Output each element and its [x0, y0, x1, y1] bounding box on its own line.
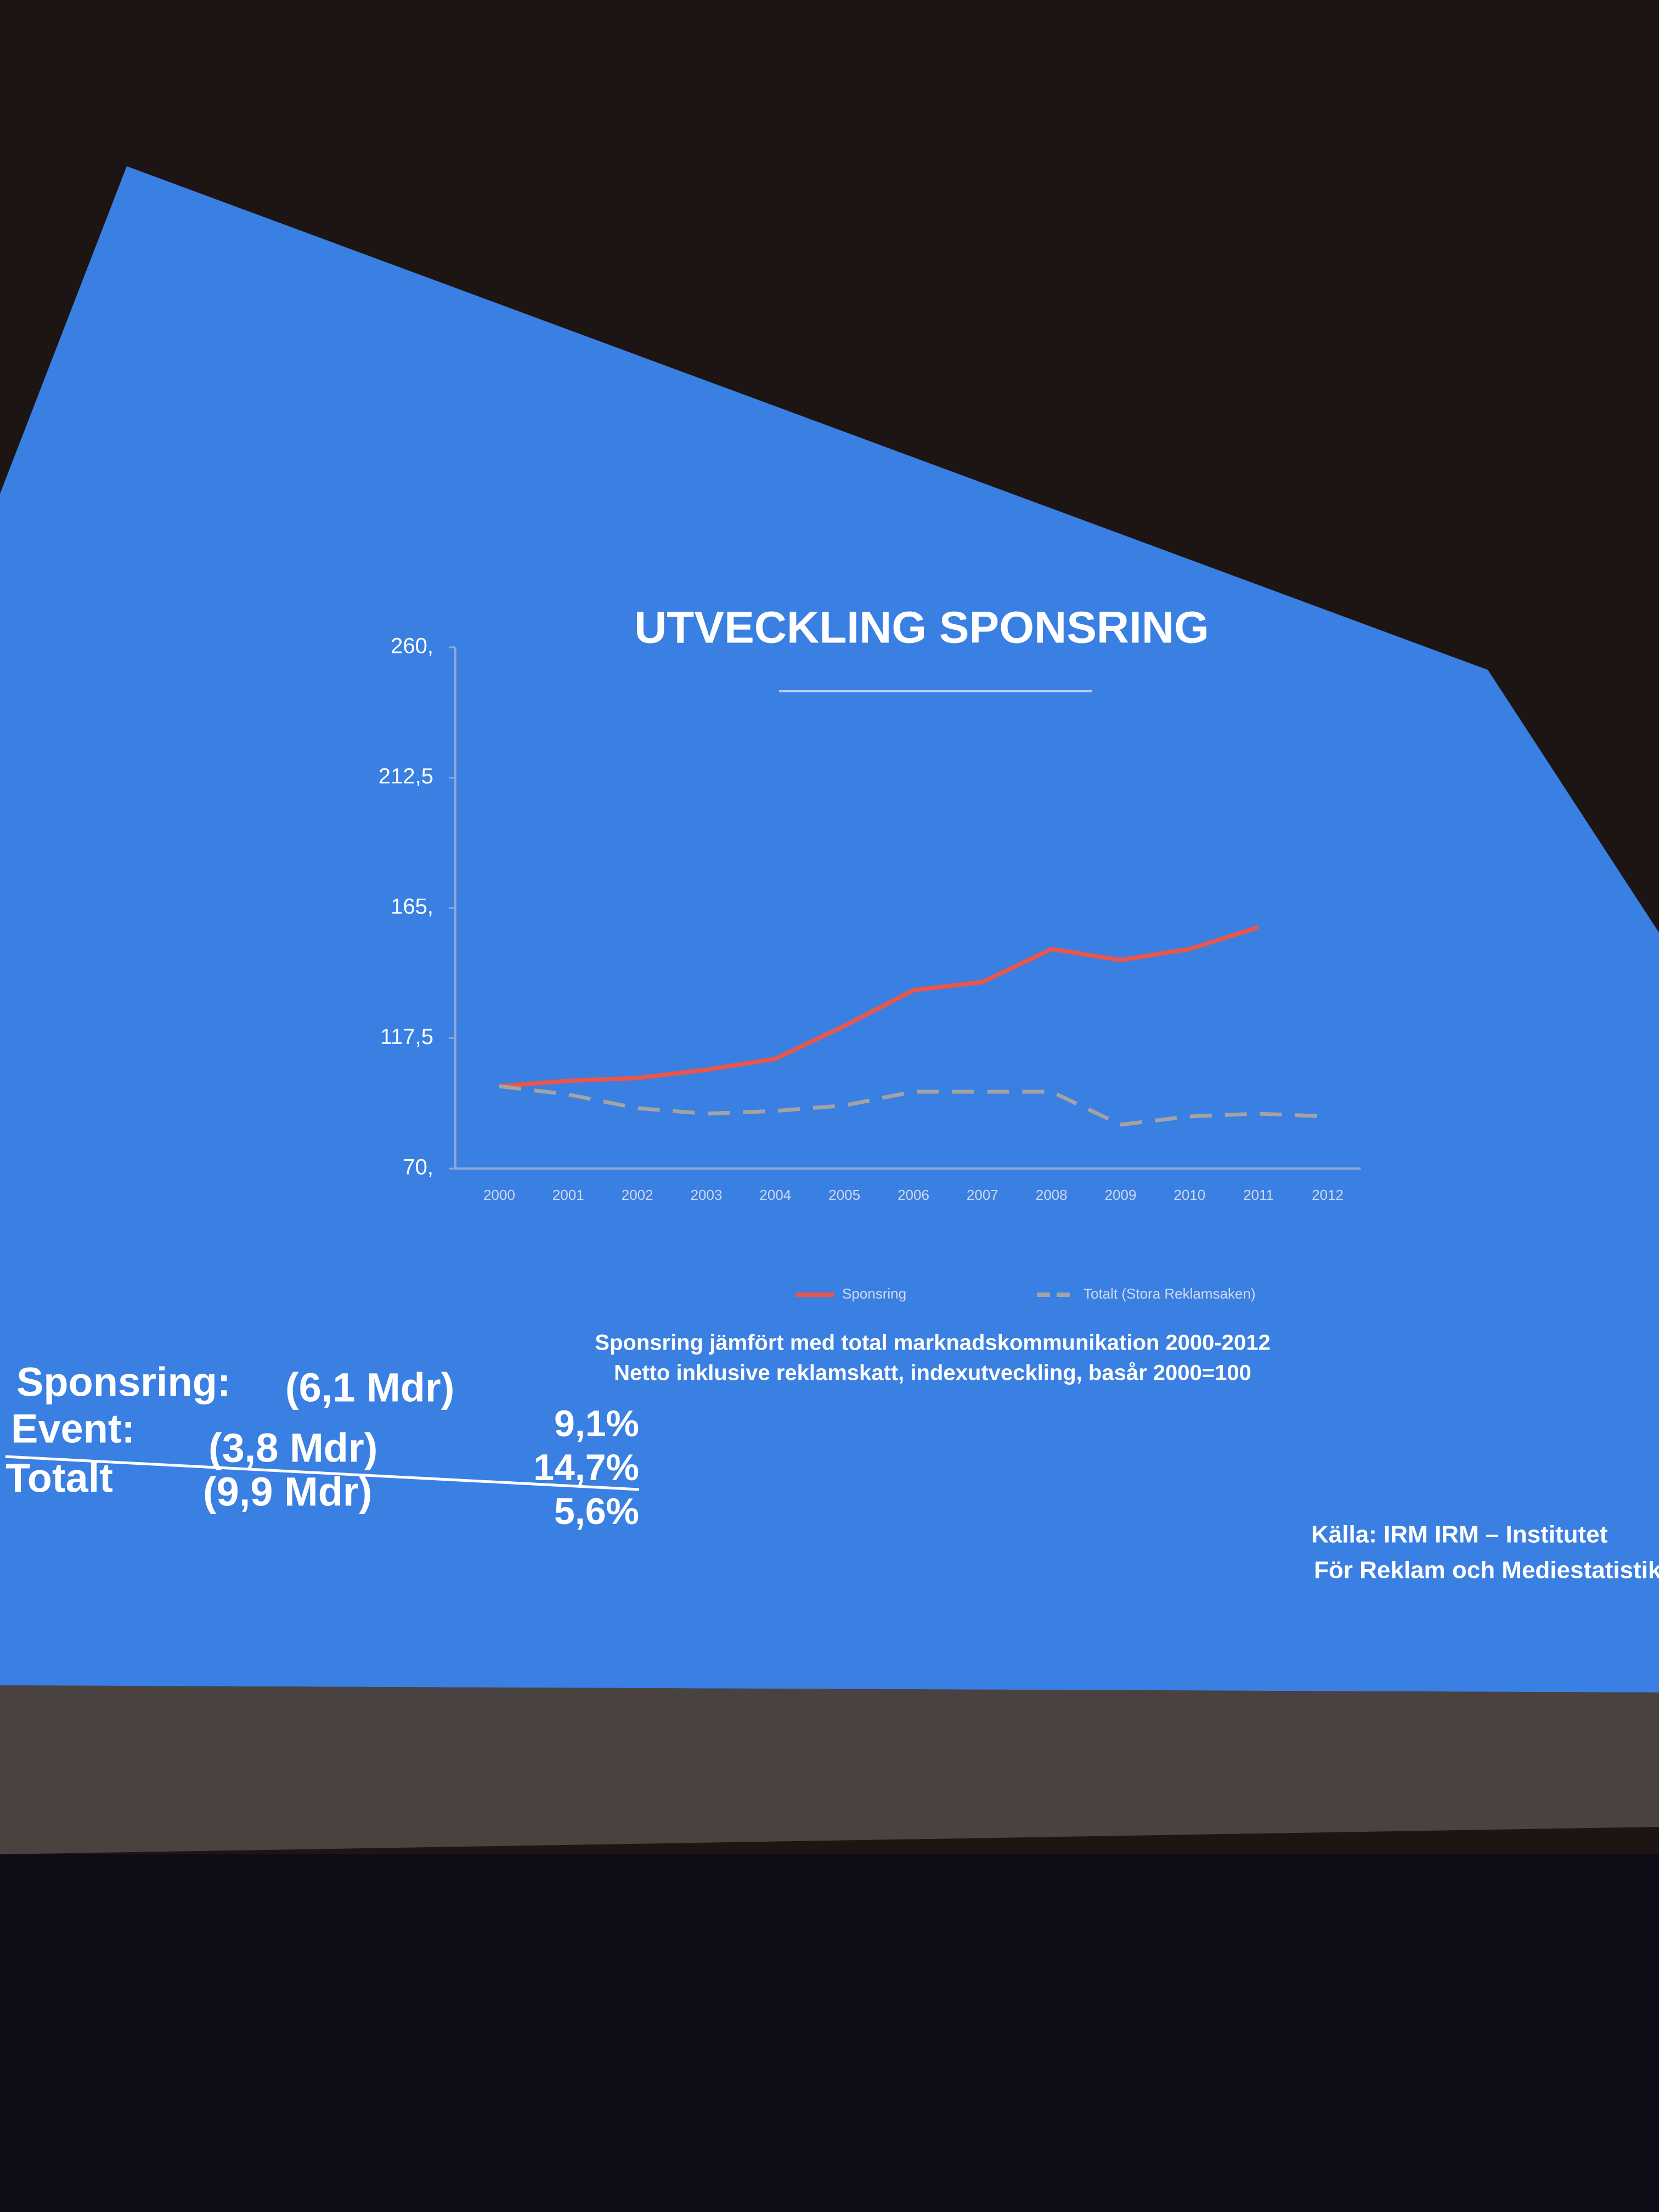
summary-label: Event:	[11, 1406, 135, 1452]
summary-label: Sponsring:	[16, 1359, 231, 1405]
x-tick-label: 2002	[622, 1187, 653, 1203]
y-tick-label: 117,5	[380, 1025, 433, 1049]
x-tick-label: 2008	[1036, 1187, 1068, 1203]
legend-label: Totalt (Stora Reklamsaken)	[1084, 1285, 1256, 1302]
x-tick-label: 2010	[1173, 1187, 1205, 1203]
summary-share: 5,6%	[554, 1491, 639, 1532]
chart-title: UTVECKLING SPONSRING	[634, 603, 1209, 653]
y-tick-label: 70,	[403, 1155, 433, 1180]
x-tick-label: 2007	[967, 1187, 998, 1203]
x-tick-label: 2012	[1312, 1187, 1344, 1203]
source-line: Källa: IRM IRM – Institutet	[1311, 1521, 1608, 1548]
summary-amount: (3,8 Mdr)	[208, 1425, 377, 1471]
chart-subtitle: Netto inklusive reklamskatt, indexutveck…	[614, 1361, 1251, 1385]
x-tick-label: 2001	[552, 1187, 584, 1203]
summary-amount: (6,1 Mdr)	[285, 1365, 454, 1410]
summary-amount: (9,9 Mdr)	[203, 1469, 372, 1515]
x-tick-label: 2004	[759, 1187, 791, 1203]
summary-rule	[5, 1455, 640, 1491]
floor-shadow	[0, 1854, 1659, 2212]
source-line: För Reklam och Mediestatistik	[1314, 1557, 1659, 1584]
x-tick-label: 2006	[898, 1187, 929, 1203]
series-line	[499, 925, 1260, 1088]
summary-share: 9,1%	[554, 1403, 639, 1444]
chart-subtitle: Sponsring jämfört med total marknadskomm…	[595, 1331, 1270, 1355]
summary-label: Totalt	[5, 1455, 113, 1501]
chart: UTVECKLING SPONSRING Sponsring jämfört m…	[379, 603, 1361, 1385]
screen-border	[0, 1685, 1659, 1854]
y-tick-label: 212,5	[379, 764, 433, 788]
y-tick-label: 260,	[391, 634, 433, 658]
x-tick-label: 2003	[691, 1187, 723, 1203]
summary-table: Sponsring: (6,1 Mdr) 9,1% Event: (3,8 Md…	[5, 1359, 640, 1532]
x-tick-label: 2011	[1243, 1187, 1274, 1203]
x-tick-label: 2005	[828, 1187, 860, 1203]
summary-share: 14,7%	[533, 1447, 639, 1488]
x-tick-label: 2009	[1105, 1187, 1137, 1203]
slide	[0, 166, 1659, 1692]
legend-label: Sponsring	[842, 1285, 906, 1302]
x-tick-label: 2000	[483, 1187, 515, 1203]
y-tick-label: 165,	[391, 895, 433, 919]
